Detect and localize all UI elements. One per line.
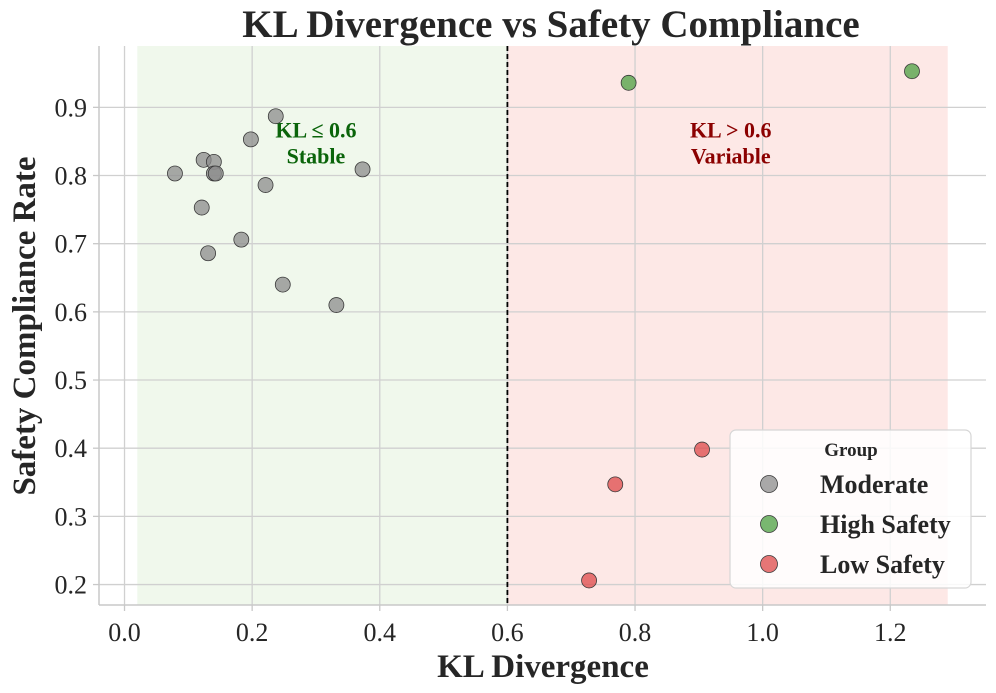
- point-low-safety: [581, 572, 597, 589]
- point-moderate: [242, 131, 259, 148]
- data-points: [167, 63, 920, 589]
- point-high-safety: [620, 74, 637, 91]
- y-tick-label: 0.2: [55, 571, 88, 600]
- legend-items: Moderate High Safety Low Safety: [760, 470, 951, 579]
- legend-title: Group: [824, 440, 878, 461]
- y-tick-label: 0.9: [55, 93, 88, 122]
- annotation-line: Stable: [287, 144, 346, 169]
- point-moderate: [274, 276, 291, 293]
- legend-marker-low-safety: [760, 555, 778, 573]
- point-moderate: [193, 199, 210, 216]
- point-high-safety: [904, 63, 920, 80]
- annotation-line: KL > 0.6: [690, 118, 772, 143]
- point-moderate: [257, 177, 274, 193]
- region-stable: [137, 46, 508, 605]
- y-tick-label: 0.4: [55, 434, 88, 463]
- y-tick-label: 0.8: [55, 162, 88, 191]
- x-tick-labels: 0.0 0.2 0.4 0.6 0.8 1.0 1.2: [108, 618, 906, 647]
- region-annotations: KL ≤ 0.6 Stable KL > 0.6 Variable: [275, 118, 771, 169]
- x-tick-label: 1.0: [746, 618, 779, 647]
- legend-box: [729, 429, 972, 589]
- x-tick-label: 0.2: [236, 618, 269, 647]
- legend-label-high-safety: High Safety: [820, 510, 951, 539]
- annotation-stable: KL ≤ 0.6 Stable: [275, 118, 356, 169]
- legend-marker-moderate: [760, 475, 778, 493]
- legend-label-low-safety: Low Safety: [820, 550, 945, 579]
- axes: [93, 46, 986, 611]
- x-tick-label: 0.6: [491, 618, 524, 647]
- x-tick-label: 0.0: [108, 618, 141, 647]
- annotation-variable: KL > 0.6 Variable: [690, 118, 772, 169]
- point-low-safety: [607, 476, 624, 493]
- x-tick-label: 0.4: [364, 618, 397, 647]
- y-tick-label: 0.3: [55, 502, 88, 531]
- legend-marker-high-safety: [760, 515, 778, 533]
- x-tick-label: 0.8: [619, 618, 652, 647]
- point-moderate: [200, 245, 217, 262]
- point-low-safety: [694, 441, 710, 458]
- point-moderate: [328, 297, 345, 313]
- legend-label-moderate: Moderate: [820, 470, 928, 499]
- point-moderate: [233, 231, 250, 248]
- x-tick-label: 1.2: [874, 618, 907, 647]
- annotation-line: Variable: [691, 144, 771, 169]
- y-tick-label: 0.7: [55, 230, 88, 259]
- y-tick-labels: 0.2 0.3 0.4 0.5 0.6 0.7 0.8 0.9: [55, 93, 88, 599]
- y-tick-label: 0.6: [55, 298, 88, 327]
- y-axis-label: Safety Compliance Rate: [7, 156, 43, 495]
- point-moderate: [167, 165, 183, 182]
- point-moderate: [207, 165, 224, 182]
- x-axis-label: KL Divergence: [437, 649, 649, 685]
- annotation-line: KL ≤ 0.6: [275, 118, 356, 143]
- chart-title: KL Divergence vs Safety Compliance: [242, 3, 859, 46]
- legend: Group Moderate High Safety Low Safety: [729, 429, 972, 589]
- y-tick-label: 0.5: [55, 366, 88, 395]
- point-moderate: [267, 108, 284, 125]
- point-moderate: [354, 161, 371, 178]
